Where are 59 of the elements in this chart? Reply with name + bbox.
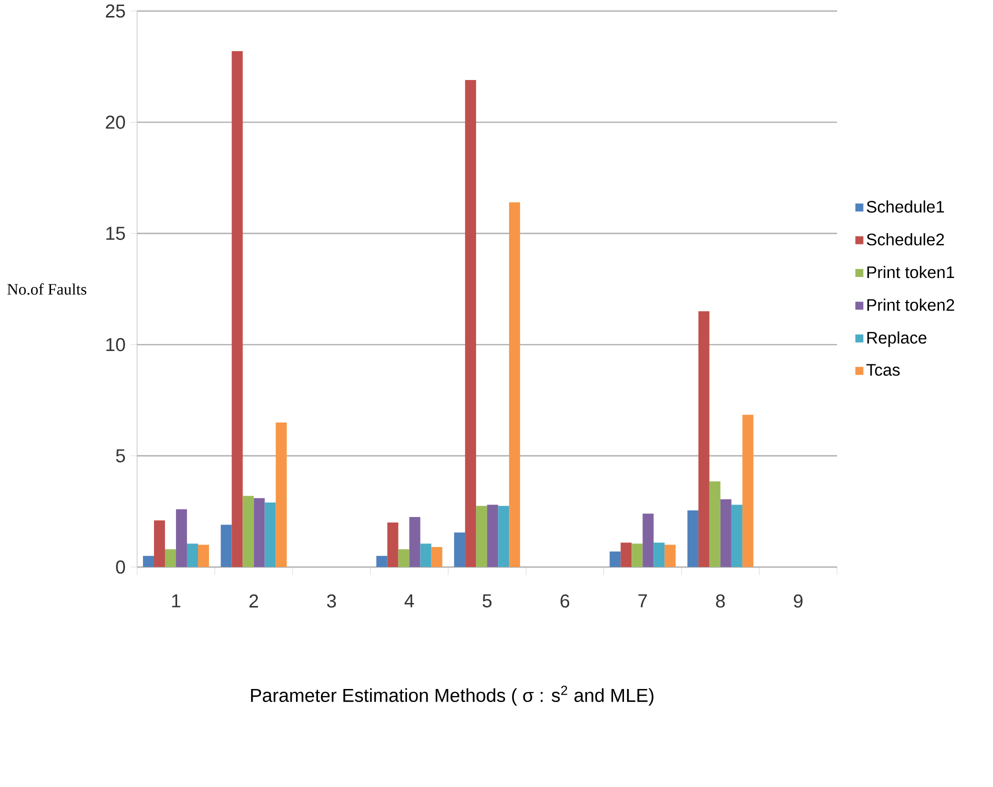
bar — [398, 549, 410, 567]
bar — [454, 532, 466, 567]
x-tick-label: 9 — [794, 594, 802, 608]
bar — [742, 414, 754, 567]
bar — [498, 506, 510, 567]
bar — [698, 311, 710, 567]
bar — [709, 481, 720, 567]
bar — [720, 499, 732, 567]
bar — [632, 544, 643, 567]
bar — [276, 422, 287, 567]
y-axis-title: No.of Faults — [7, 283, 86, 295]
x-tick-label: 3 — [327, 594, 336, 608]
legend-label: Replace — [867, 331, 926, 347]
y-tick-label: 20 — [106, 116, 125, 129]
x-tick-label: 1 — [172, 594, 180, 608]
bar — [376, 556, 388, 567]
bar — [232, 50, 243, 567]
y-tick-label: 15 — [106, 226, 125, 240]
y-tick-label: 5 — [116, 449, 125, 462]
x-tick-label: 4 — [404, 594, 414, 608]
y-tick-label: 0 — [116, 560, 125, 574]
y-tick-label: 10 — [106, 338, 125, 352]
bar — [220, 524, 232, 567]
legend-label: Schedule1 — [866, 200, 944, 213]
y-tick-label: 25 — [106, 4, 125, 18]
legend-label: Print token2 — [867, 298, 954, 311]
bar — [142, 556, 154, 567]
bar — [610, 551, 621, 567]
bar — [664, 544, 676, 567]
bar — [154, 520, 165, 567]
bar — [487, 504, 498, 567]
bar — [198, 544, 209, 567]
legend-label: Tcas — [866, 364, 900, 376]
x-tick-label: 2 — [250, 594, 258, 608]
bar — [731, 504, 742, 567]
bar — [409, 516, 420, 567]
x-tick-label: 5 — [482, 594, 492, 608]
bar — [431, 546, 442, 567]
x-tick-label: 6 — [560, 594, 570, 608]
bar — [420, 544, 432, 567]
bar — [254, 498, 265, 567]
bar — [509, 202, 520, 567]
bar — [387, 522, 398, 567]
bar — [642, 514, 654, 567]
bar — [264, 502, 276, 567]
x-axis-title: Parameter Estimation Methods ( σ : s$^{2}$ and MLE) — [251, 686, 654, 706]
bar — [242, 496, 254, 567]
bar — [476, 506, 488, 567]
x-tick-label: 8 — [716, 594, 725, 608]
bar — [176, 509, 187, 567]
legend-label: Print token1 — [867, 266, 954, 278]
legend-label: Schedule2 — [866, 233, 944, 246]
bar — [186, 544, 198, 567]
bar — [164, 549, 176, 567]
bar — [654, 542, 665, 567]
bar — [620, 542, 632, 567]
x-tick-label: 7 — [638, 594, 647, 608]
bar — [687, 510, 698, 567]
bar — [465, 80, 476, 567]
